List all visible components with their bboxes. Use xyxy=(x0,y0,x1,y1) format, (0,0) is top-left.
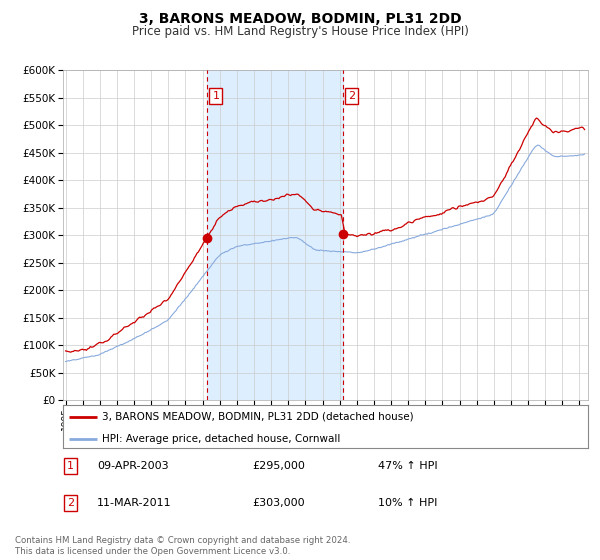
Text: 1: 1 xyxy=(67,461,74,471)
Text: 3, BARONS MEADOW, BODMIN, PL31 2DD (detached house): 3, BARONS MEADOW, BODMIN, PL31 2DD (deta… xyxy=(103,412,414,422)
Text: 10% ↑ HPI: 10% ↑ HPI xyxy=(378,498,437,508)
Text: 2: 2 xyxy=(348,91,355,101)
Bar xyxy=(207,70,343,400)
Text: 09-APR-2003: 09-APR-2003 xyxy=(97,461,169,471)
Text: 47% ↑ HPI: 47% ↑ HPI xyxy=(378,461,437,471)
Text: 11-MAR-2011: 11-MAR-2011 xyxy=(97,498,172,508)
Text: Contains HM Land Registry data © Crown copyright and database right 2024.
This d: Contains HM Land Registry data © Crown c… xyxy=(15,536,350,556)
Text: 2: 2 xyxy=(67,498,74,508)
Text: HPI: Average price, detached house, Cornwall: HPI: Average price, detached house, Corn… xyxy=(103,433,341,444)
Text: Price paid vs. HM Land Registry's House Price Index (HPI): Price paid vs. HM Land Registry's House … xyxy=(131,25,469,38)
Text: 1: 1 xyxy=(212,91,220,101)
Text: £295,000: £295,000 xyxy=(252,461,305,471)
Text: 3, BARONS MEADOW, BODMIN, PL31 2DD: 3, BARONS MEADOW, BODMIN, PL31 2DD xyxy=(139,12,461,26)
Text: £303,000: £303,000 xyxy=(252,498,305,508)
